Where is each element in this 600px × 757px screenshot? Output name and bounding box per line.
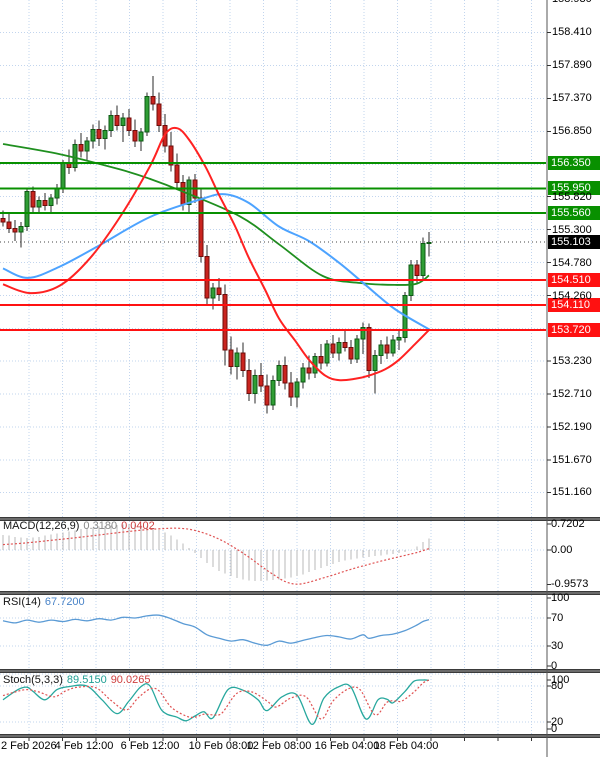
trading-chart: MACD(12,26,9) 0.3180 0.0402 RSI(14) 67.7200… bbox=[0, 0, 600, 757]
chart-canvas[interactable] bbox=[0, 0, 600, 757]
